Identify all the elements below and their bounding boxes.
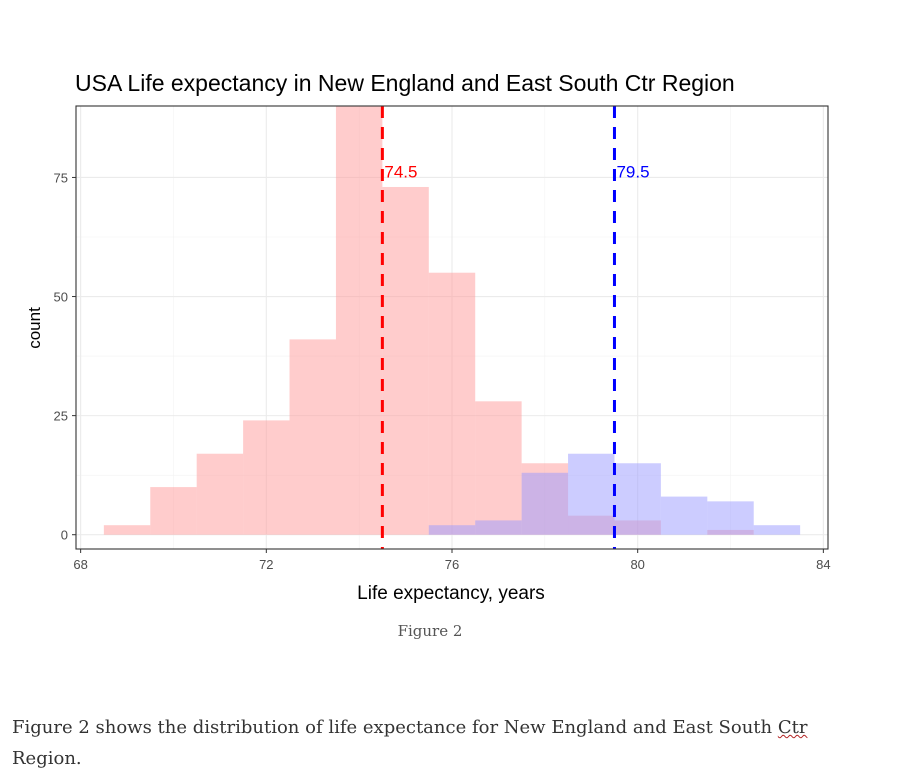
description-paragraph: Figure 2 shows the distribution of life … bbox=[12, 712, 812, 774]
histogram-bar-series-1 bbox=[428, 272, 476, 535]
figure-caption: Figure 2 bbox=[397, 622, 463, 640]
spellcheck-word: Ctr bbox=[777, 717, 808, 738]
histogram-bar-series-1 bbox=[475, 401, 522, 535]
histogram-bar-series-2 bbox=[428, 525, 476, 535]
chart-title: USA Life expectancy in New England and E… bbox=[75, 70, 735, 96]
x-tick-label: 84 bbox=[816, 557, 830, 572]
reference-label-74.5: 74.5 bbox=[384, 162, 417, 181]
histogram-bar-series-1 bbox=[335, 106, 383, 535]
x-tick-label: 72 bbox=[259, 557, 273, 572]
description-text-end: Region. bbox=[12, 748, 82, 769]
histogram-bar-series-2 bbox=[521, 472, 569, 535]
histogram-bar-series-2 bbox=[707, 501, 754, 535]
histogram-bar-series-2 bbox=[660, 496, 708, 535]
x-axis-label: Life expectancy, years bbox=[357, 583, 545, 604]
histogram-bar-series-1 bbox=[196, 453, 244, 535]
y-tick-label: 75 bbox=[54, 170, 68, 185]
x-tick-label: 68 bbox=[73, 557, 87, 572]
histogram-bar-series-2 bbox=[475, 520, 522, 535]
y-tick-label: 50 bbox=[54, 290, 68, 305]
x-tick-label: 80 bbox=[630, 557, 644, 572]
histogram-bar-series-1 bbox=[243, 420, 290, 535]
histogram-bar-series-1 bbox=[150, 487, 197, 535]
reference-label-79.5: 79.5 bbox=[616, 162, 649, 181]
plot-panel: 74.5 79.5 68 72 76 80 84 0 25 50 75 bbox=[54, 105, 831, 572]
histogram-bar-series-2 bbox=[753, 525, 801, 535]
histogram-bar-series-1 bbox=[382, 186, 429, 535]
y-tick-label: 25 bbox=[54, 409, 68, 424]
histogram-bar-series-1 bbox=[103, 525, 151, 535]
y-axis-label: count bbox=[25, 307, 44, 349]
y-tick-label: 0 bbox=[61, 528, 68, 543]
histogram-bar-series-2 bbox=[614, 463, 661, 535]
histogram-bar-series-1 bbox=[289, 339, 336, 535]
description-text: Figure 2 shows the distribution of life … bbox=[12, 717, 778, 738]
histogram-bar-series-2 bbox=[568, 453, 615, 535]
x-tick-label: 76 bbox=[445, 557, 459, 572]
life-expectancy-histogram: USA Life expectancy in New England and E… bbox=[25, 70, 831, 604]
